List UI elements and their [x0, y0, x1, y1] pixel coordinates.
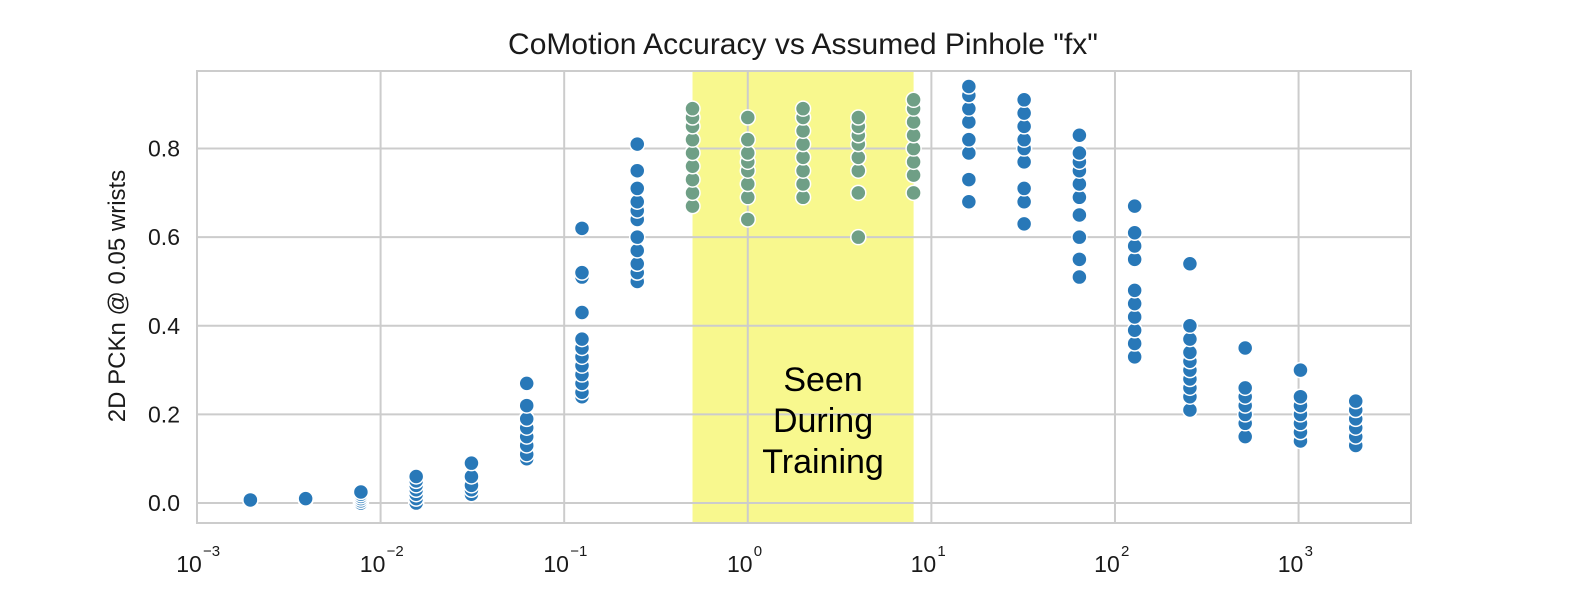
data-point	[1071, 228, 1088, 246]
region-label-line: Training	[762, 443, 884, 481]
x-tick-label: 10	[1094, 551, 1120, 577]
x-tick-label: 10	[727, 551, 753, 577]
data-point	[1181, 317, 1199, 335]
x-tick-label: 10	[360, 551, 386, 577]
x-tick-exponent: 2	[1121, 543, 1129, 560]
data-point	[1071, 144, 1088, 162]
y-axis-label: 2D PCKn @ 0.05 wrists	[104, 170, 131, 422]
data-point	[1236, 339, 1254, 357]
data-point	[1126, 224, 1143, 241]
data-point	[739, 109, 757, 126]
x-tick-exponent: −3	[203, 543, 220, 560]
data-point	[739, 211, 757, 228]
y-tick-label: 0.8	[148, 136, 180, 162]
x-tick-exponent: −2	[387, 543, 404, 560]
region-label-line: During	[773, 402, 873, 440]
data-point	[684, 100, 701, 117]
region-label-line: Seen	[783, 361, 862, 399]
data-point	[1236, 379, 1254, 397]
data-point	[1015, 215, 1033, 233]
data-point	[1126, 282, 1143, 299]
plot-frame	[196, 70, 1412, 524]
x-tick-exponent: 3	[1305, 543, 1313, 560]
data-point	[1292, 361, 1309, 379]
data-point	[960, 193, 978, 210]
data-point	[629, 180, 646, 197]
data-point	[407, 468, 425, 485]
chart-title: CoMotion Accuracy vs Assumed Pinhole "fx…	[508, 28, 1098, 61]
x-tick-label: 10	[1278, 551, 1304, 577]
y-tick-label: 0.0	[148, 490, 180, 516]
data-point	[1071, 206, 1088, 224]
data-point	[629, 228, 646, 246]
data-point	[573, 264, 591, 281]
data-point	[905, 91, 922, 109]
data-point	[1071, 127, 1088, 144]
x-tick-label: 10	[543, 551, 569, 577]
data-point	[960, 171, 978, 188]
data-point	[1015, 180, 1033, 197]
data-point	[573, 220, 591, 237]
data-point	[739, 131, 757, 148]
x-tick-label: 10	[911, 551, 937, 577]
data-point	[573, 304, 591, 321]
x-tick-exponent: 0	[754, 543, 762, 560]
data-point	[242, 491, 259, 509]
data-point	[573, 330, 591, 348]
data-point	[1292, 388, 1309, 405]
data-point	[518, 375, 535, 392]
data-point	[1071, 268, 1088, 286]
x-tick-exponent: −1	[570, 543, 587, 560]
data-point	[794, 100, 812, 117]
data-point	[463, 454, 480, 472]
data-point	[352, 483, 370, 501]
data-point	[960, 78, 978, 95]
data-point	[1015, 91, 1033, 109]
data-point	[297, 490, 314, 507]
y-tick-label: 0.4	[148, 313, 180, 339]
data-point	[518, 397, 535, 414]
data-point	[1071, 251, 1088, 268]
data-point	[1347, 392, 1364, 410]
x-tick-exponent: 1	[937, 543, 945, 560]
data-point	[960, 131, 978, 148]
data-point	[905, 184, 922, 202]
data-point	[1126, 197, 1143, 215]
data-point	[850, 109, 867, 126]
data-point	[1181, 255, 1199, 273]
x-tick-label: 10	[176, 551, 202, 577]
data-point	[629, 135, 646, 153]
data-point	[629, 162, 646, 179]
y-tick-label: 0.6	[148, 224, 180, 250]
data-point	[850, 184, 867, 202]
data-point	[850, 228, 867, 246]
y-tick-label: 0.2	[148, 401, 180, 427]
